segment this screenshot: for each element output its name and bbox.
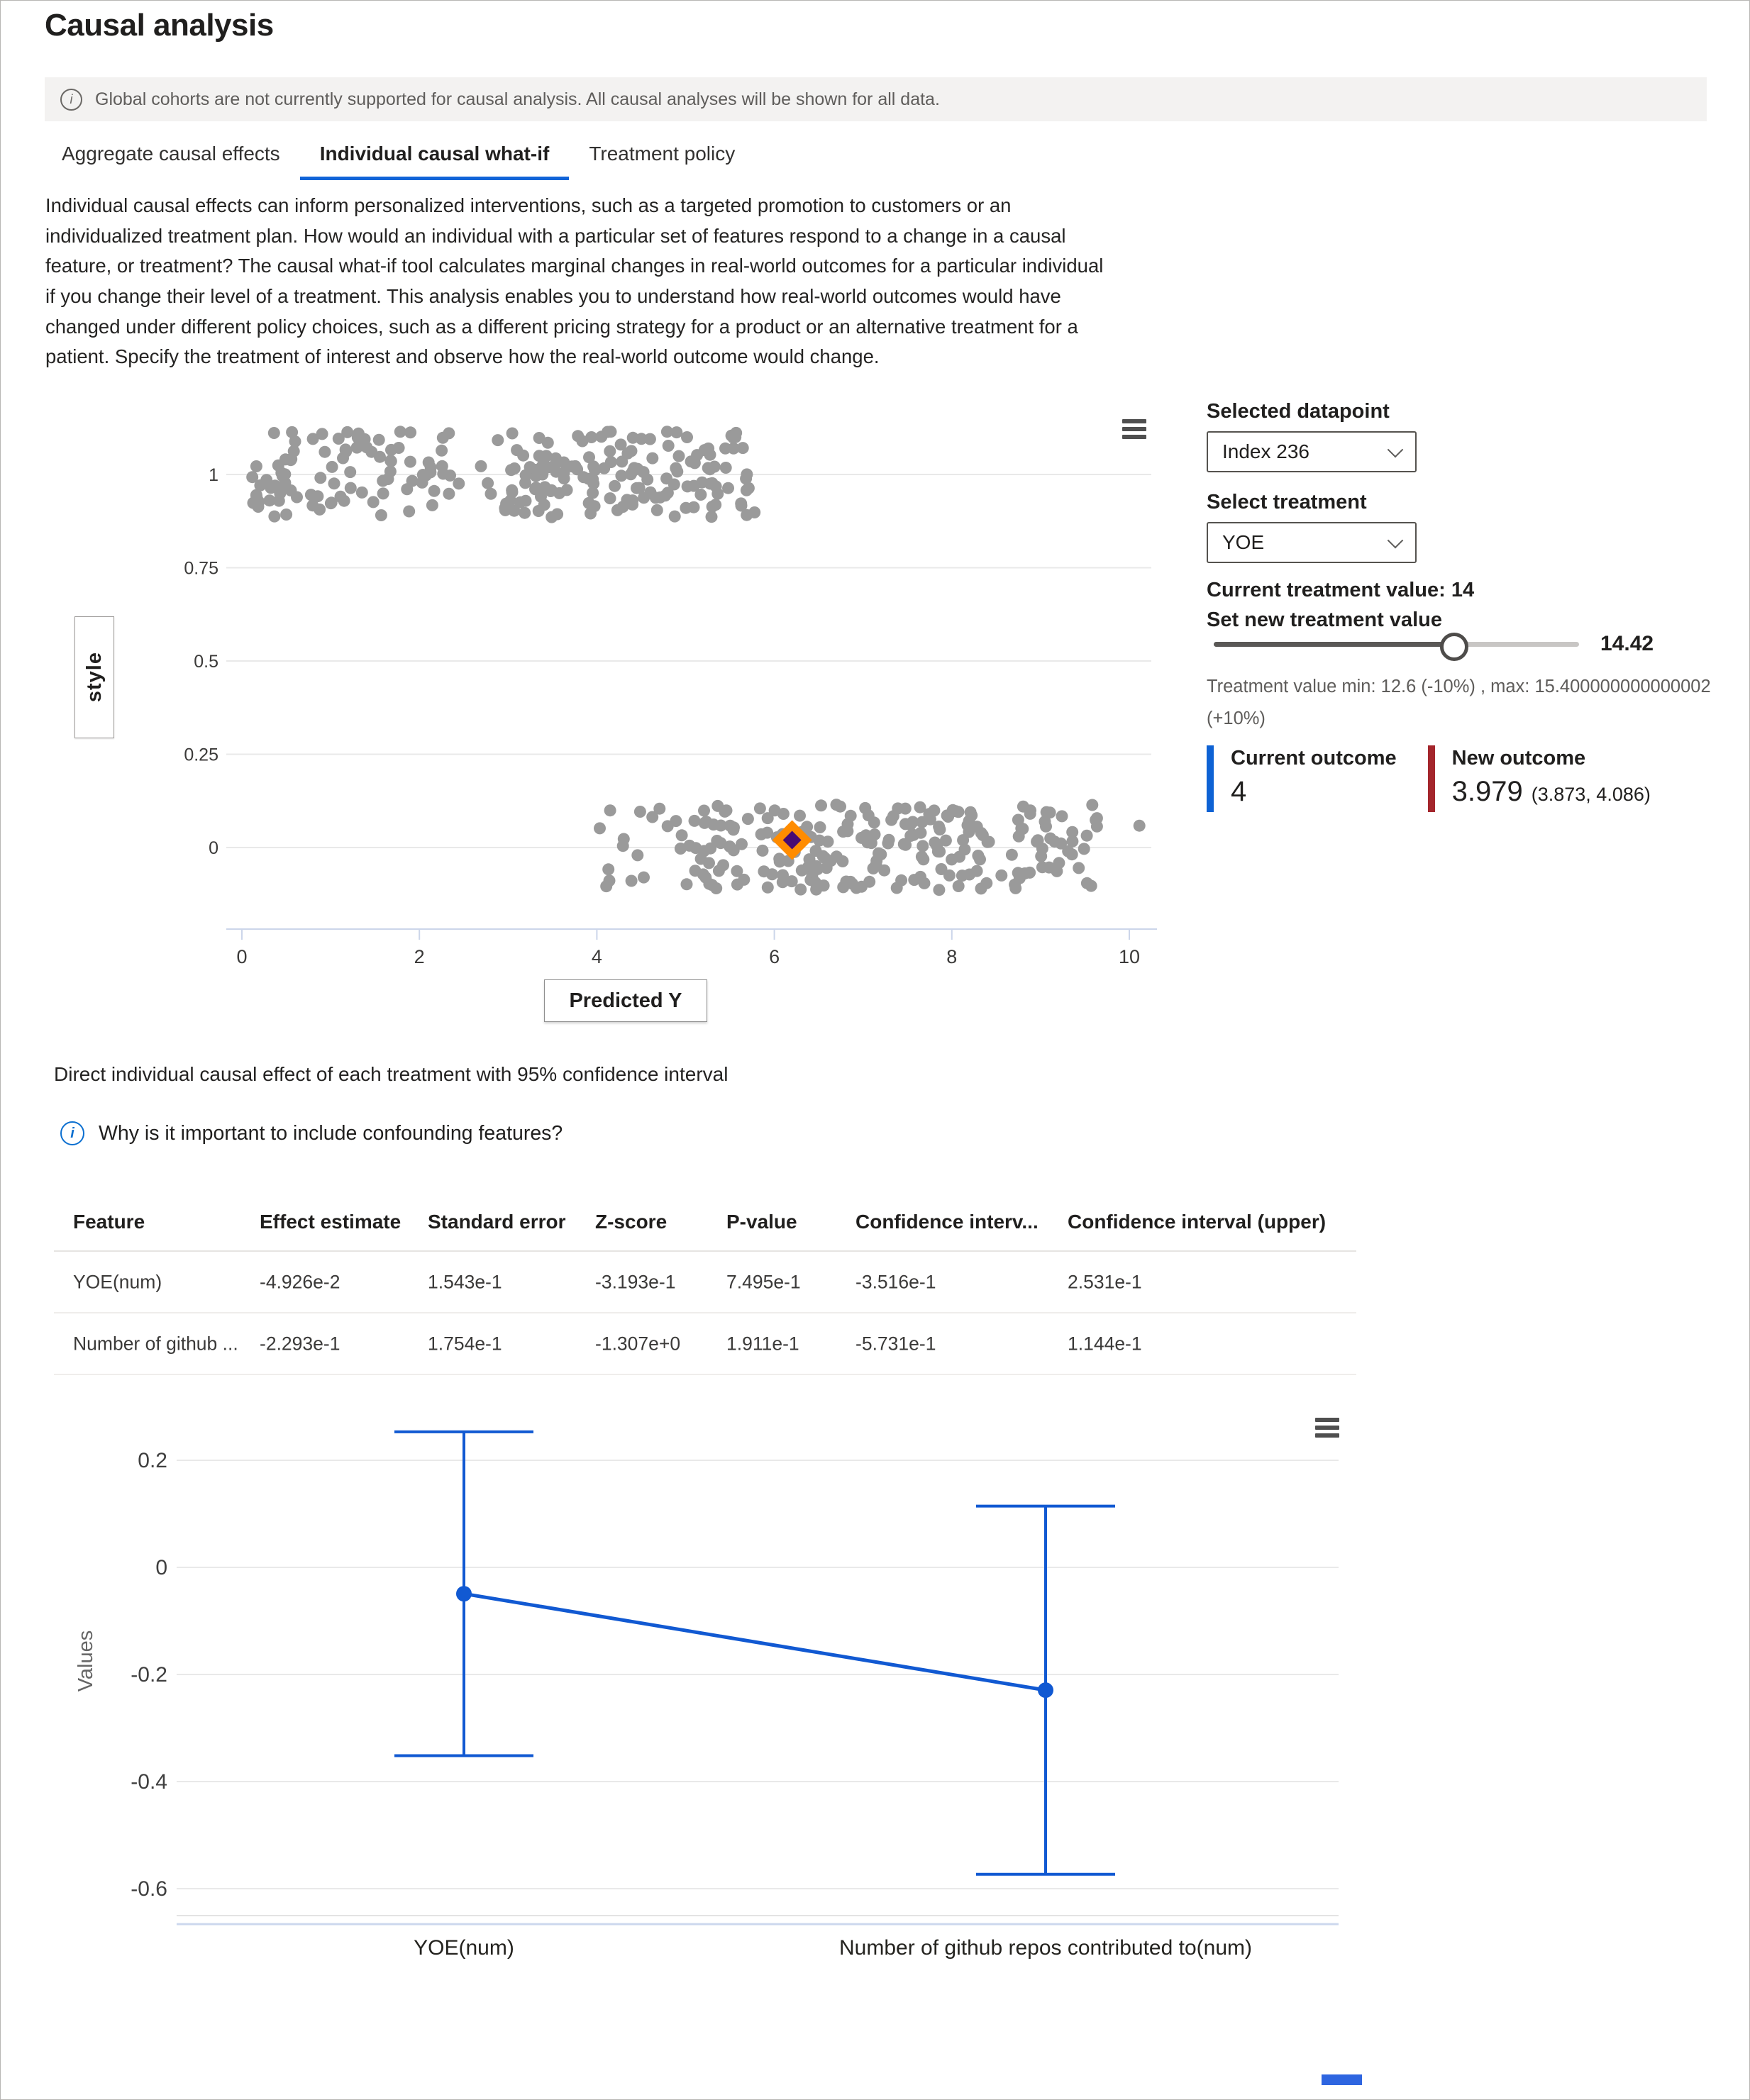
confounding-info-text: Why is it important to include confoundi… bbox=[99, 1121, 563, 1145]
new-outcome-ci: (3.873, 4.086) bbox=[1531, 784, 1651, 805]
cell: Number of github ... bbox=[73, 1333, 238, 1354]
selected-datapoint-value: Index 236 bbox=[1222, 440, 1309, 462]
col-ci-upper: Confidence interval (upper) bbox=[1068, 1211, 1327, 1233]
cell: 1.911e-1 bbox=[726, 1333, 799, 1354]
cell: 2.531e-1 bbox=[1068, 1271, 1142, 1292]
current-outcome-label: Current outcome bbox=[1231, 747, 1397, 770]
info-banner: i Global cohorts are not currently suppo… bbox=[45, 77, 1707, 121]
section-title: Direct individual causal effect of each … bbox=[54, 1063, 729, 1085]
x-axis-selector-button[interactable]: Predicted Y bbox=[544, 979, 707, 1022]
table-row: YOE(num) -4.926e-2 1.543e-1 -3.193e-1 7.… bbox=[54, 1252, 1356, 1313]
svg-text:0: 0 bbox=[209, 838, 218, 858]
svg-text:1: 1 bbox=[209, 465, 218, 485]
col-ci-lower: Confidence interv... bbox=[855, 1211, 1039, 1233]
table-row: Number of github ... -2.293e-1 1.754e-1 … bbox=[54, 1313, 1356, 1375]
cell: YOE(num) bbox=[73, 1271, 162, 1292]
new-outcome-label: New outcome bbox=[1451, 747, 1586, 770]
svg-text:-0.6: -0.6 bbox=[131, 1877, 167, 1901]
info-icon: i bbox=[60, 88, 82, 111]
slider-fill bbox=[1214, 641, 1451, 647]
cell: -2.293e-1 bbox=[260, 1333, 340, 1354]
treatment-value: YOE bbox=[1222, 531, 1265, 553]
chevron-down-icon bbox=[1387, 532, 1404, 549]
col-p-value: P-value bbox=[726, 1211, 797, 1233]
cell: -4.926e-2 bbox=[260, 1271, 340, 1292]
cell: 1.144e-1 bbox=[1068, 1333, 1142, 1354]
cell: 1.543e-1 bbox=[428, 1271, 502, 1292]
current-treatment-value-text: Current treatment value: 14 bbox=[1207, 579, 1475, 601]
cell: 1.754e-1 bbox=[428, 1333, 502, 1354]
svg-text:-0.4: -0.4 bbox=[131, 1770, 167, 1794]
banner-text: Global cohorts are not currently support… bbox=[95, 89, 940, 109]
svg-text:0: 0 bbox=[155, 1556, 167, 1579]
svg-text:8: 8 bbox=[946, 946, 957, 967]
svg-text:-0.2: -0.2 bbox=[131, 1663, 167, 1687]
chart-menu-icon[interactable] bbox=[1315, 1418, 1339, 1438]
info-icon: i bbox=[60, 1121, 84, 1145]
new-outcome-value: 3.979 (3.873, 4.086) bbox=[1451, 776, 1651, 807]
page-title: Causal analysis bbox=[45, 8, 274, 43]
col-standard-error: Standard error bbox=[428, 1211, 566, 1233]
cell: 7.495e-1 bbox=[726, 1271, 801, 1292]
description-text: Individual causal effects can inform per… bbox=[45, 194, 1104, 368]
selected-datapoint-label: Selected datapoint bbox=[1207, 400, 1390, 423]
chart-menu-icon[interactable] bbox=[1122, 419, 1146, 439]
current-outcome: Current outcome 4 bbox=[1207, 745, 1397, 812]
svg-text:2: 2 bbox=[414, 946, 425, 967]
bottom-blue-fragment bbox=[1322, 2074, 1362, 2085]
select-treatment-label: Select treatment bbox=[1207, 491, 1367, 513]
causal-effect-errorbar-chart[interactable]: 0.2 0 -0.2 -0.4 -0.6 Values YOE(num) Number of … bbox=[61, 1409, 1366, 1976]
svg-text:0: 0 bbox=[236, 946, 247, 967]
selected-datapoint-dropdown[interactable]: Index 236 bbox=[1207, 431, 1417, 472]
svg-text:0.5: 0.5 bbox=[194, 652, 218, 672]
svg-text:Number of github repos contrib: Number of github repos contributed to(nu… bbox=[839, 1936, 1252, 1960]
tab-treatment-policy[interactable]: Treatment policy bbox=[589, 143, 736, 165]
svg-text:YOE(num): YOE(num) bbox=[414, 1936, 514, 1960]
cell: -3.193e-1 bbox=[595, 1271, 676, 1292]
treatment-minmax-note: Treatment value min: 12.6 (-10%) , max: … bbox=[1207, 677, 1711, 728]
causal-effects-table: Feature Effect estimate Standard error Z… bbox=[54, 1194, 1356, 1375]
new-outcome: New outcome 3.979 (3.873, 4.086) bbox=[1427, 745, 1651, 812]
tab-aggregate-causal-effects[interactable]: Aggregate causal effects bbox=[62, 143, 280, 165]
svg-text:Values: Values bbox=[74, 1630, 97, 1692]
y-axis-selector-button[interactable]: style bbox=[74, 616, 114, 738]
svg-text:0.75: 0.75 bbox=[184, 559, 218, 579]
tab-bar: Aggregate causal effects Individual caus… bbox=[42, 133, 755, 180]
cell: -3.516e-1 bbox=[855, 1271, 936, 1292]
chevron-down-icon bbox=[1387, 441, 1404, 458]
svg-text:4: 4 bbox=[592, 946, 602, 967]
cell: -1.307e+0 bbox=[595, 1333, 681, 1354]
svg-text:0.2: 0.2 bbox=[138, 1449, 167, 1472]
svg-text:0.25: 0.25 bbox=[184, 745, 218, 765]
table-header-row: Feature Effect estimate Standard error Z… bbox=[54, 1194, 1356, 1252]
y-axis-label: style bbox=[82, 652, 106, 703]
treatment-slider-row: 14.42 bbox=[1214, 631, 1654, 661]
tab-individual-causal-what-if[interactable]: Individual causal what-if bbox=[299, 133, 570, 180]
col-feature: Feature bbox=[73, 1211, 145, 1233]
outcomes-row: Current outcome 4 New outcome 3.979 (3.87… bbox=[1207, 745, 1651, 812]
svg-text:10: 10 bbox=[1119, 946, 1140, 967]
set-new-treatment-label: Set new treatment value bbox=[1207, 609, 1442, 631]
col-z-score: Z-score bbox=[595, 1211, 668, 1233]
col-effect-estimate: Effect estimate bbox=[260, 1211, 401, 1233]
svg-text:6: 6 bbox=[769, 946, 780, 967]
treatment-slider[interactable] bbox=[1214, 632, 1579, 661]
whatif-scatter-chart[interactable]: 1 0.75 0.5 0.25 0 0 2 4 6 8 10 bbox=[61, 387, 1168, 1026]
current-outcome-value: 4 bbox=[1231, 776, 1247, 807]
cell: -5.731e-1 bbox=[855, 1333, 936, 1354]
treatment-dropdown[interactable]: YOE bbox=[1207, 522, 1417, 563]
confounding-info-link[interactable]: i Why is it important to include confoun… bbox=[60, 1121, 563, 1145]
slider-value: 14.42 bbox=[1600, 632, 1654, 655]
slider-thumb[interactable] bbox=[1439, 632, 1468, 661]
